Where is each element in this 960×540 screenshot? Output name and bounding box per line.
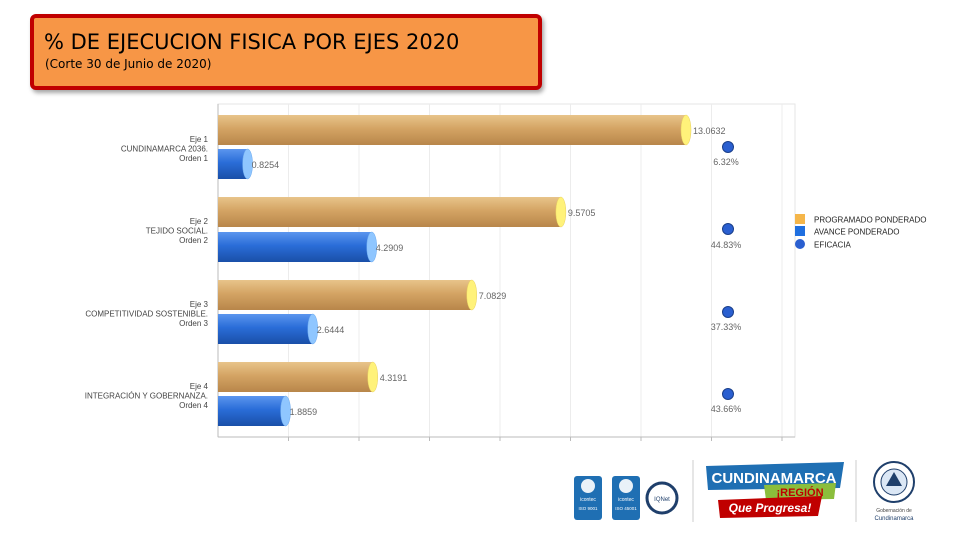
svg-text:¡REGIÓN: ¡REGIÓN <box>776 486 823 499</box>
page-title: % DE EJECUCION FISICA POR EJES 2020 <box>44 30 460 54</box>
icontec-iso-45001-logo: icontec ISO 45001 <box>612 476 640 520</box>
eficacia-value-label: 43.66% <box>711 404 742 414</box>
category-label: Orden 4 <box>179 401 208 410</box>
icontec-iso-9001-logo: icontec ISO 9001 <box>574 476 602 520</box>
svg-text:ISO 9001: ISO 9001 <box>578 506 598 511</box>
avance-bar <box>218 232 372 262</box>
svg-text:icontec: icontec <box>580 497 596 503</box>
svg-text:icontec: icontec <box>618 497 634 503</box>
svg-text:IQNet: IQNet <box>654 497 670 503</box>
avance-value-label: 4.2909 <box>376 243 404 253</box>
footer-logos: icontec ISO 9001 icontec ISO 45001 IQNet… <box>574 460 915 522</box>
svg-text:Que Progresa!: Que Progresa! <box>729 501 812 515</box>
programado-bar-cap <box>680 114 692 146</box>
category-label: COMPETITIVIDAD SOSTENIBLE. <box>85 310 208 319</box>
programado-bar-cap <box>555 196 567 228</box>
category-label: CUNDINAMARCA 2036. <box>121 145 208 154</box>
gobernacion-seal-logo: Gobernación de Cundinamarca <box>873 461 915 522</box>
programado-bar-cap <box>367 361 378 393</box>
category-label: Eje 2 <box>190 217 209 226</box>
avance-value-label: 1.8859 <box>290 407 318 417</box>
eficacia-point <box>722 223 734 235</box>
title-box: % DE EJECUCION FISICA POR EJES 2020 (Cor… <box>30 14 542 90</box>
eficacia-value-label: 6.32% <box>713 157 739 167</box>
avance-bar-cap <box>242 148 253 180</box>
legend-swatch <box>795 239 805 249</box>
avance-bar-cap <box>280 395 291 427</box>
programado-value-label: 7.0829 <box>479 291 507 301</box>
page-subtitle: (Corte 30 de Junio de 2020) <box>45 57 212 71</box>
eficacia-value-label: 44.83% <box>711 240 742 250</box>
avance-value-label: 2.6444 <box>317 325 345 335</box>
category-label: TEJIDO SOCIAL. <box>146 227 208 236</box>
programado-value-label: 9.5705 <box>568 208 596 218</box>
legend-swatch <box>795 214 805 224</box>
avance-bar-cap <box>307 313 318 345</box>
avance-bar-cap <box>366 231 377 263</box>
programado-value-label: 4.3191 <box>380 373 408 383</box>
programado-bar <box>218 197 561 227</box>
svg-text:Gobernación de: Gobernación de <box>876 508 912 514</box>
svg-text:CUNDINAMARCA: CUNDINAMARCA <box>712 470 837 487</box>
programado-bar <box>218 362 373 392</box>
avance-bar <box>218 314 313 344</box>
cundinamarca-brand-logo: CUNDINAMARCA ¡REGIÓN Que Progresa! <box>706 462 844 518</box>
programado-value-label: 13.0632 <box>693 126 726 136</box>
category-label: Eje 1 <box>190 135 209 144</box>
eficacia-point <box>722 306 734 318</box>
category-label: Orden 1 <box>179 154 208 163</box>
legend-label: EFICACIA <box>814 241 852 250</box>
avance-value-label: 0.8254 <box>252 160 280 170</box>
legend-label: AVANCE PONDERADO <box>814 228 900 237</box>
iqnet-logo: IQNet <box>645 481 679 515</box>
category-label: INTEGRACIÓN Y GOBERNANZA. <box>85 392 208 401</box>
programado-bar-cap <box>466 279 478 311</box>
legend-swatch <box>795 226 805 236</box>
programado-bar <box>218 115 686 145</box>
category-label: Eje 3 <box>190 300 209 309</box>
legend-label: PROGRAMADO PONDERADO <box>814 216 926 225</box>
category-label: Orden 2 <box>179 236 208 245</box>
eficacia-value-label: 37.33% <box>711 322 742 332</box>
svg-text:ISO 45001: ISO 45001 <box>615 506 637 511</box>
programado-bar <box>218 280 472 310</box>
avance-bar <box>218 396 286 426</box>
eficacia-point <box>722 141 734 153</box>
svg-text:Cundinamarca: Cundinamarca <box>874 516 914 522</box>
eficacia-point <box>722 388 734 400</box>
category-label: Orden 3 <box>179 319 208 328</box>
category-label: Eje 4 <box>190 382 209 391</box>
